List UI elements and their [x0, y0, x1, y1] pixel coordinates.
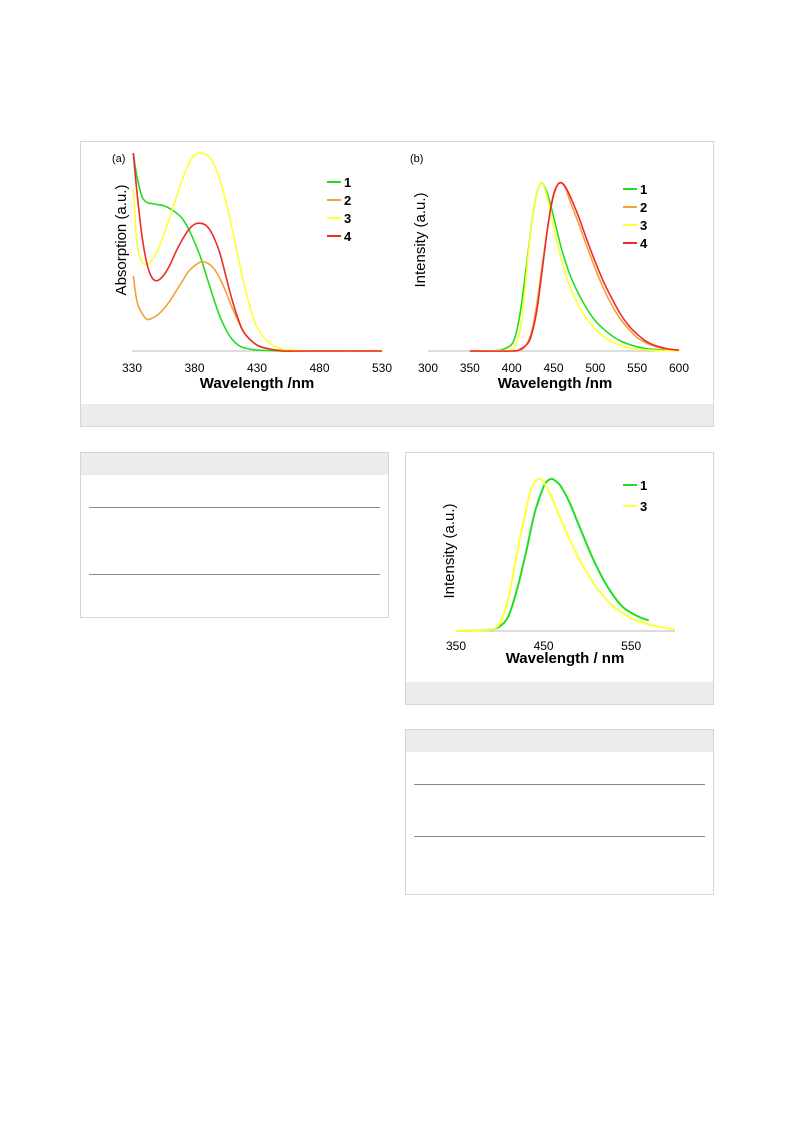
legend-label-1: 1: [344, 175, 351, 190]
panel-label-b: (b): [410, 153, 423, 165]
caption-bar: [81, 404, 713, 426]
table-panel-right: [405, 729, 714, 895]
legend-label-4: 4: [344, 229, 352, 244]
x-tick-label: 350: [460, 361, 480, 375]
table-rule-top: [89, 507, 380, 508]
series-line-1: [469, 182, 680, 352]
figure-panel-right: [405, 452, 714, 705]
series-line-3: [132, 152, 383, 352]
chart-emission-small: 350 450 550 Wavelength / nm Intensity (a.u…: [441, 477, 676, 667]
x-tick-label: 450: [534, 639, 554, 653]
chart-absorption: (a) 330 380 430 480 530 Wavelength /nm Absor…: [112, 152, 392, 392]
figure-panel-top: [80, 141, 714, 427]
y-axis-label: Absorption (a.u.): [113, 185, 130, 296]
series-line-4: [132, 152, 382, 352]
x-axis-label: Wavelength /nm: [200, 375, 314, 392]
table-header-bar: [406, 730, 713, 752]
x-tick-label: 450: [543, 361, 563, 375]
series-line-1: [455, 477, 650, 632]
x-tick-label: 350: [446, 639, 466, 653]
chart-emission: (b) 300 350 400 450 500 550 600 Wavelength /nm…: [410, 153, 689, 392]
x-tick-label: 400: [502, 361, 522, 375]
y-axis-label: Intensity (a.u.): [441, 503, 458, 598]
x-tick-label: 430: [247, 361, 267, 375]
table-rule-bottom: [414, 836, 705, 837]
series-line-3: [455, 477, 676, 632]
x-tick-label: 550: [627, 361, 647, 375]
legend-label-2: 2: [640, 200, 647, 215]
table-header-bar: [81, 453, 388, 475]
legend-label-3: 3: [640, 499, 647, 514]
legend-label-3: 3: [640, 218, 647, 233]
legend-label-3: 3: [344, 211, 351, 226]
x-tick-label: 330: [122, 361, 142, 375]
legend-label-4: 4: [640, 236, 648, 251]
y-axis-label: Intensity (a.u.): [412, 192, 429, 287]
legend-label-1: 1: [640, 182, 647, 197]
series-line-3: [469, 182, 680, 352]
series-line-2: [132, 260, 382, 352]
x-tick-label: 380: [184, 361, 204, 375]
x-tick-label: 500: [585, 361, 605, 375]
table-panel-left: [80, 452, 389, 618]
x-tick-label: 300: [418, 361, 438, 375]
x-tick-label: 600: [669, 361, 689, 375]
series-line-4: [469, 181, 680, 352]
table-rule-bottom: [89, 574, 380, 575]
legend-label-1: 1: [640, 478, 647, 493]
series-line-2: [469, 181, 680, 352]
x-tick-label: 480: [309, 361, 329, 375]
table-rule-top: [414, 784, 705, 785]
x-axis-label: Wavelength /nm: [498, 375, 612, 392]
caption-bar: [406, 682, 713, 704]
x-axis-label: Wavelength / nm: [506, 650, 625, 667]
x-tick-label: 530: [372, 361, 392, 375]
series-line-1: [132, 152, 382, 352]
panel-label-a: (a): [112, 153, 125, 165]
legend-label-2: 2: [344, 193, 351, 208]
x-tick-label: 550: [621, 639, 641, 653]
